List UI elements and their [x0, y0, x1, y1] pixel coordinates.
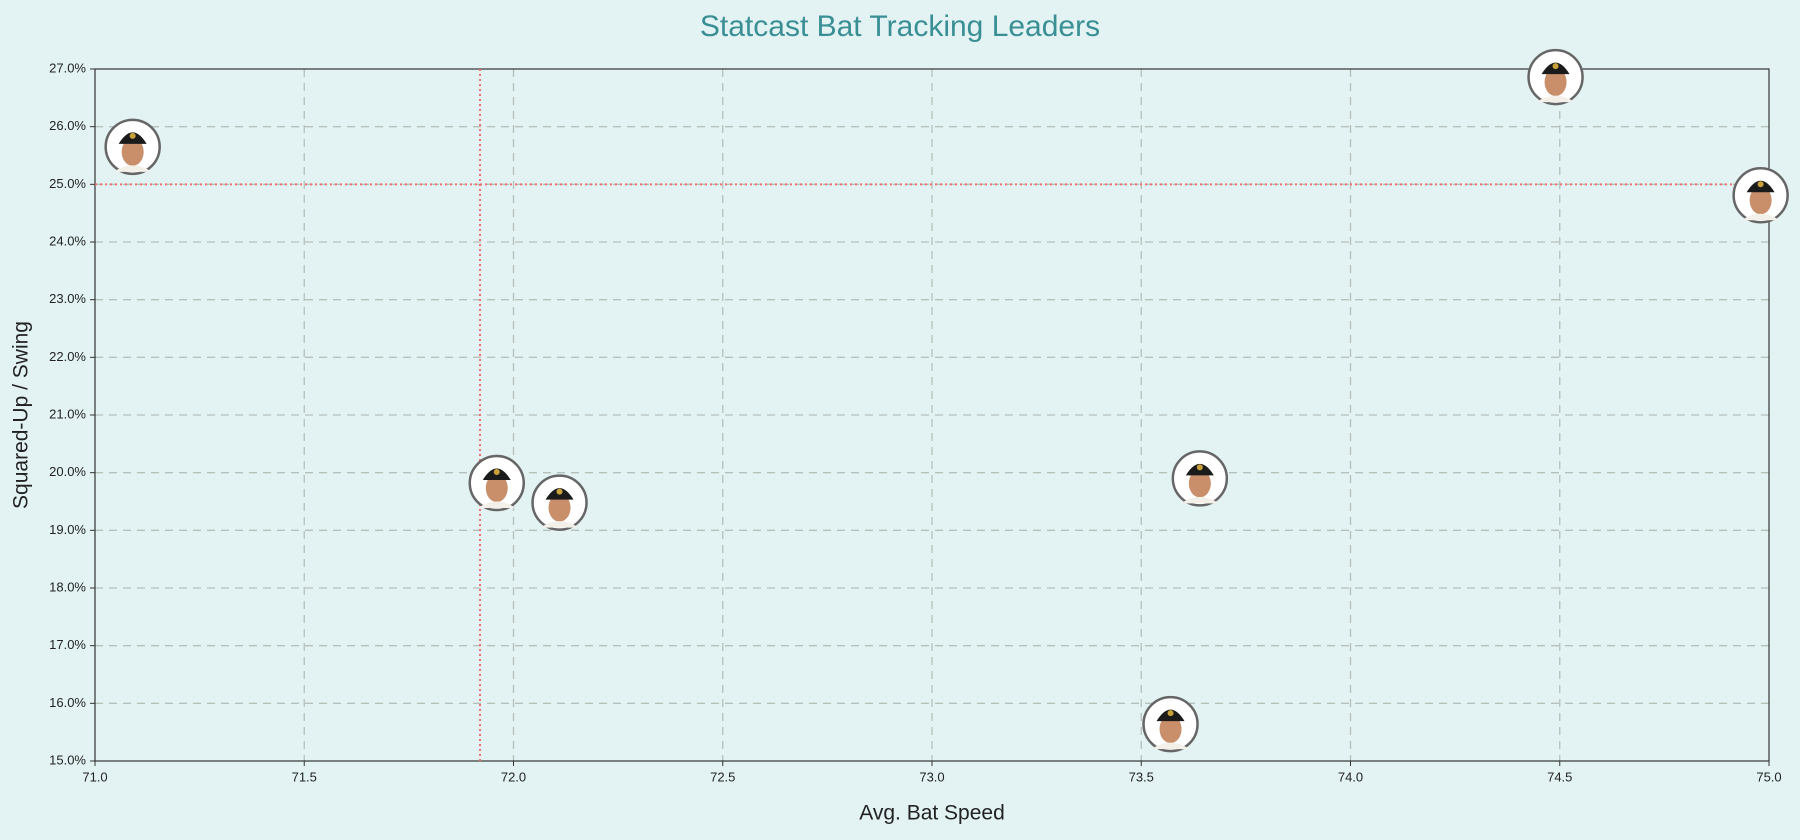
y-tick-label: 19.0% — [49, 522, 86, 537]
cap-logo — [556, 488, 563, 495]
y-tick-label: 15.0% — [49, 752, 86, 767]
y-tick-label: 27.0% — [49, 60, 86, 75]
point — [104, 118, 161, 176]
x-tick-label: 74.5 — [1547, 769, 1572, 784]
x-tick-label: 71.5 — [292, 769, 317, 784]
cap-logo — [129, 132, 136, 139]
y-tick-label: 24.0% — [49, 233, 86, 248]
x-tick-label: 74.0 — [1338, 769, 1363, 784]
jersey — [1151, 742, 1190, 750]
face — [1544, 68, 1567, 97]
plot-frame — [94, 68, 1770, 762]
y-tick-label: 22.0% — [49, 349, 86, 364]
point — [1527, 48, 1584, 106]
face — [548, 493, 571, 522]
y-tick-label: 23.0% — [49, 291, 86, 306]
jersey — [477, 501, 516, 509]
x-tick-label: 71.0 — [82, 769, 107, 784]
y-tick-label: 26.0% — [49, 118, 86, 133]
cap-logo — [493, 469, 500, 476]
cap-logo — [1196, 464, 1203, 471]
face — [1188, 469, 1211, 498]
y-tick-label: 21.0% — [49, 406, 86, 421]
face — [121, 137, 144, 166]
point — [1732, 167, 1789, 224]
point — [1171, 450, 1229, 507]
y-tick-label: 17.0% — [49, 637, 86, 652]
jersey — [1536, 95, 1575, 103]
x-axis-label: Avg. Bat Speed — [859, 802, 1005, 825]
chart-title: Statcast Bat Tracking Leaders — [700, 10, 1100, 43]
jersey — [1180, 496, 1219, 504]
cap-logo — [1757, 181, 1764, 188]
jersey — [540, 521, 579, 528]
y-tick-label: 18.0% — [49, 579, 86, 594]
y-tick-label: 16.0% — [49, 695, 86, 710]
face — [485, 474, 508, 503]
point — [531, 474, 588, 531]
x-tick-label: 72.0 — [501, 769, 526, 784]
cap-logo — [1552, 63, 1559, 70]
y-tick-label: 20.0% — [49, 464, 86, 479]
x-tick-label: 72.5 — [710, 769, 735, 784]
x-tick-label: 75.0 — [1756, 769, 1781, 784]
jersey — [113, 165, 152, 172]
cap-logo — [1167, 710, 1174, 717]
x-tick-label: 73.5 — [1129, 769, 1154, 784]
y-axis-label: Squared-Up / Swing — [10, 321, 33, 509]
jersey — [1741, 213, 1780, 221]
point — [468, 454, 526, 512]
face — [1159, 715, 1182, 744]
point — [1142, 695, 1199, 753]
x-tick-label: 73.0 — [919, 769, 944, 784]
y-tick-label: 25.0% — [49, 176, 86, 191]
face — [1749, 186, 1772, 215]
